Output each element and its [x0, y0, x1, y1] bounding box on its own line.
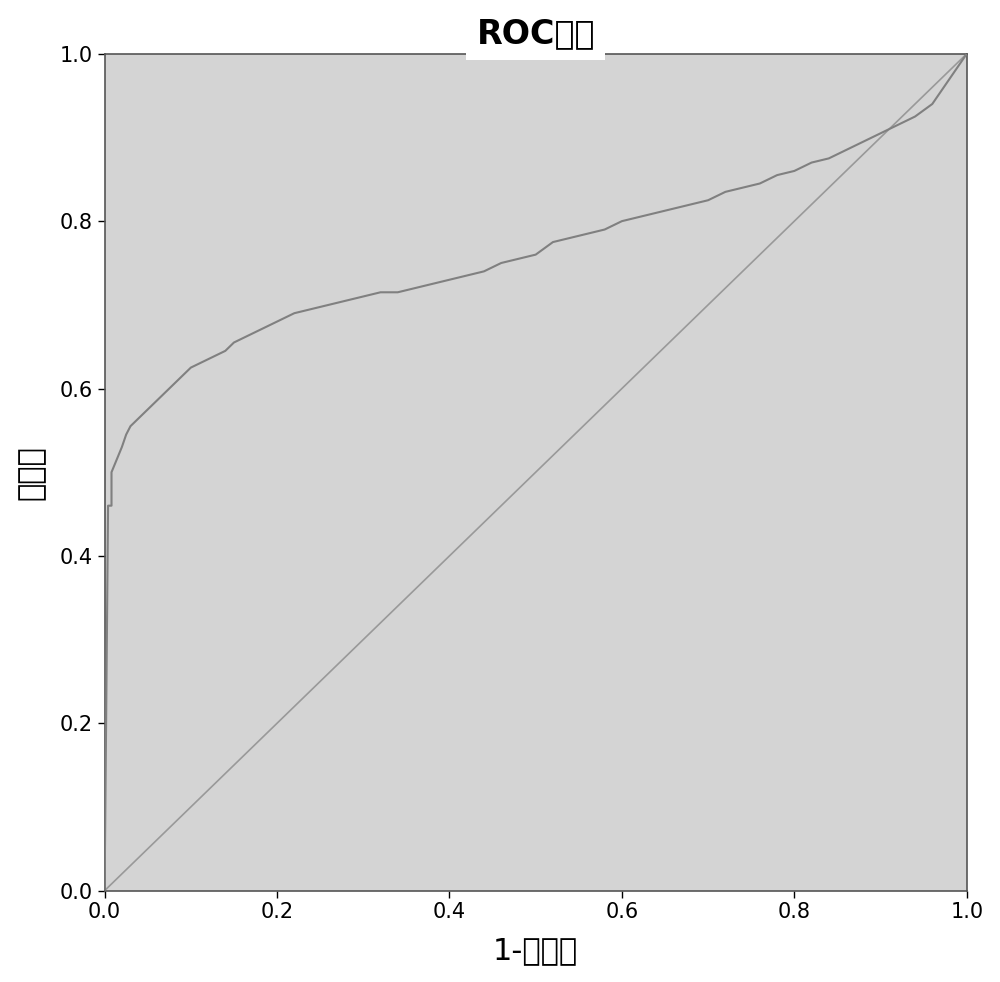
X-axis label: 1-特异性: 1-特异性: [493, 936, 578, 965]
Title: ROC曲线: ROC曲线: [476, 17, 595, 50]
Y-axis label: 敏感度: 敏感度: [17, 445, 46, 500]
